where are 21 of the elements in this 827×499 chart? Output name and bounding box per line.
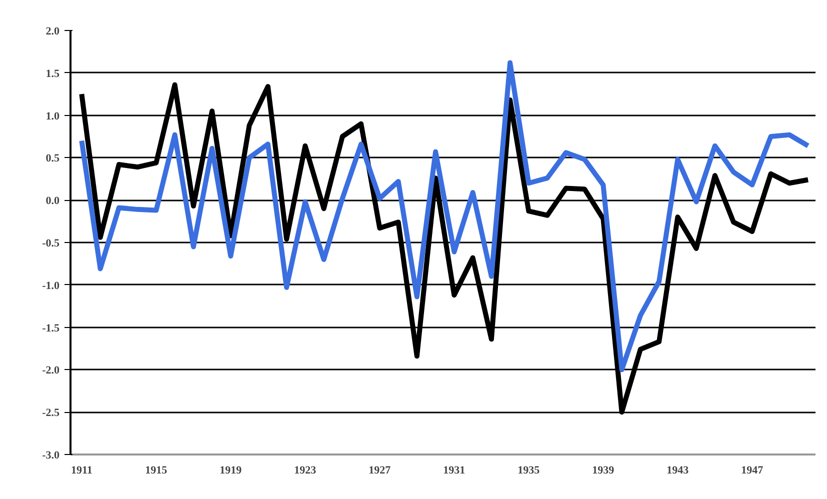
y-tick-label: -2.0 [42,364,60,377]
x-tick-label: 1919 [220,464,242,476]
x-tick-label: 1947 [741,464,764,476]
y-tick-label: -2.5 [42,407,60,420]
x-tick-label: 1927 [368,464,392,476]
y-tick-label: 1.0 [46,110,60,122]
x-tick-label: 1931 [443,464,466,476]
y-tick-label: -1.5 [42,322,60,334]
x-tick-label: 1911 [70,464,92,476]
x-tick-label: 1923 [294,464,317,476]
x-tick-label: 1915 [145,464,168,476]
y-tick-label: -0.5 [42,238,60,250]
x-tick-label: 1943 [666,464,690,476]
y-tick-label: 0.5 [46,152,60,165]
y-tick-label: 1.5 [46,68,60,80]
y-tick-label: 0.0 [46,195,60,208]
y-tick-label: -1.0 [42,280,60,292]
y-tick-label: 2.0 [46,26,60,38]
x-tick-label: 1939 [592,464,615,476]
x-tick-label: 1935 [518,464,540,476]
y-tick-label: -3.0 [42,450,60,462]
